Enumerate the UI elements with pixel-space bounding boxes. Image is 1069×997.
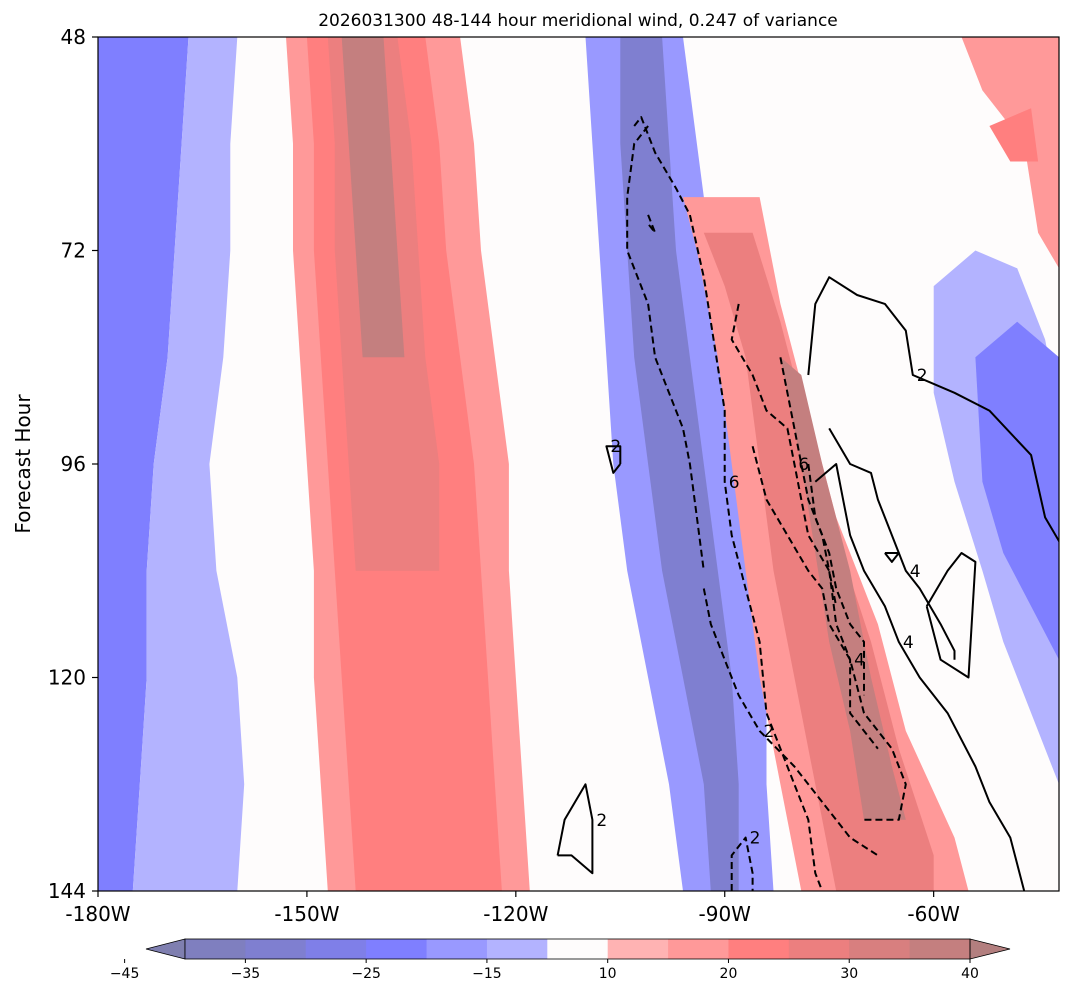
contour-label-10: 4 bbox=[854, 651, 865, 671]
contour-label-11: 2 bbox=[764, 722, 775, 742]
contour-label-2: 4 bbox=[910, 562, 921, 582]
y-tick-label: 72 bbox=[61, 239, 86, 263]
colorbar-bin-1 bbox=[185, 939, 246, 959]
colorbar-bin-9 bbox=[668, 939, 729, 959]
x-tick-label: -120W bbox=[483, 902, 548, 926]
colorbar-extend-low bbox=[145, 938, 186, 960]
shaded-band-12 bbox=[989, 108, 1039, 162]
x-tick-label: -150W bbox=[274, 902, 339, 926]
x-axis: -180W -150W -120W -90W -60W bbox=[65, 891, 960, 926]
y-tick-label: 48 bbox=[61, 25, 86, 49]
shaded-band-11 bbox=[961, 37, 1059, 269]
y-axis: 48 72 96 120 144 bbox=[48, 25, 98, 903]
contour-line-6 bbox=[925, 552, 977, 679]
contour-line-0 bbox=[807, 276, 1059, 544]
colorbar-bin-8 bbox=[607, 939, 669, 959]
colorbar-bin-2 bbox=[245, 939, 307, 959]
contour-line-9 bbox=[730, 303, 838, 607]
x-tick-label: -180W bbox=[65, 902, 130, 926]
colorbar-bin-3 bbox=[305, 939, 367, 959]
colorbar-bin-10 bbox=[728, 939, 790, 959]
shaded-band-5 bbox=[341, 37, 405, 358]
colorbar: −45 −35 −25 −15 10 20 30 40 bbox=[110, 938, 1011, 982]
colorbar-frame bbox=[184, 938, 971, 960]
colorbar-tick-label: −45 bbox=[110, 966, 140, 982]
contour-line-1 bbox=[605, 445, 622, 474]
colorbar-tick-label: 30 bbox=[840, 966, 858, 982]
contour-label-9: 6 bbox=[798, 455, 809, 475]
contour-label-14: 2 bbox=[750, 829, 761, 849]
colorbar-bin-12 bbox=[849, 939, 911, 959]
shaded-band-10 bbox=[780, 357, 906, 820]
contour-label-7: 6 bbox=[729, 473, 740, 493]
contour-line-15 bbox=[647, 214, 657, 234]
colorbar-bin-13 bbox=[909, 939, 971, 959]
contour-line-11 bbox=[702, 588, 879, 857]
shaded-band-14 bbox=[975, 321, 1059, 660]
contour-label-0: 2 bbox=[917, 366, 928, 386]
colorbar-tick-label: 20 bbox=[720, 966, 738, 982]
contour-line-12 bbox=[779, 357, 879, 750]
colorbar-bin-11 bbox=[788, 939, 850, 959]
y-tick-label: 120 bbox=[48, 666, 86, 690]
x-tick-label: -60W bbox=[907, 902, 960, 926]
contour-label-5: 2 bbox=[596, 811, 607, 831]
contour-lines bbox=[556, 116, 1059, 891]
y-axis-label: Forecast Hour bbox=[11, 394, 35, 534]
colorbar-tick-label: 40 bbox=[961, 966, 979, 982]
contour-label-3: 4 bbox=[903, 633, 914, 653]
contour-line-10 bbox=[751, 445, 907, 821]
colorbar-bin-7 bbox=[547, 939, 609, 959]
contour-labels: 2 2 4 4 2 6 6 4 2 2 bbox=[596, 366, 927, 849]
contour-line-8 bbox=[626, 125, 705, 571]
contour-line-5 bbox=[556, 783, 594, 875]
shaded-band-1 bbox=[132, 37, 245, 891]
contour-line-7 bbox=[633, 116, 824, 891]
shaded-band-7 bbox=[620, 37, 739, 891]
contour-label-1: 2 bbox=[610, 437, 621, 457]
colorbar-tick-label: 10 bbox=[599, 966, 617, 982]
y-tick-label: 96 bbox=[61, 452, 86, 476]
colorbar-extend-high bbox=[969, 938, 1011, 960]
colorbar-bin-5 bbox=[426, 939, 488, 959]
shaded-band-0 bbox=[98, 37, 189, 891]
colorbar-tick-label: −15 bbox=[472, 966, 502, 982]
colorbar-tick-label: −25 bbox=[351, 966, 381, 982]
contour-line-14 bbox=[730, 836, 754, 891]
colorbar-bin-4 bbox=[366, 939, 428, 959]
plot-area: 2 2 4 4 2 6 6 4 2 2 bbox=[97, 36, 1060, 892]
contour-line-3 bbox=[814, 463, 1026, 891]
chart-title: 2026031300 48-144 hour meridional wind, … bbox=[318, 11, 838, 31]
y-tick-label: 144 bbox=[48, 879, 86, 903]
colorbar-bin-6 bbox=[486, 939, 548, 959]
x-tick-label: -90W bbox=[699, 902, 752, 926]
colorbar-tick-label: −35 bbox=[231, 966, 261, 982]
contour-line-4 bbox=[884, 552, 900, 563]
contour-line-13 bbox=[807, 463, 865, 696]
